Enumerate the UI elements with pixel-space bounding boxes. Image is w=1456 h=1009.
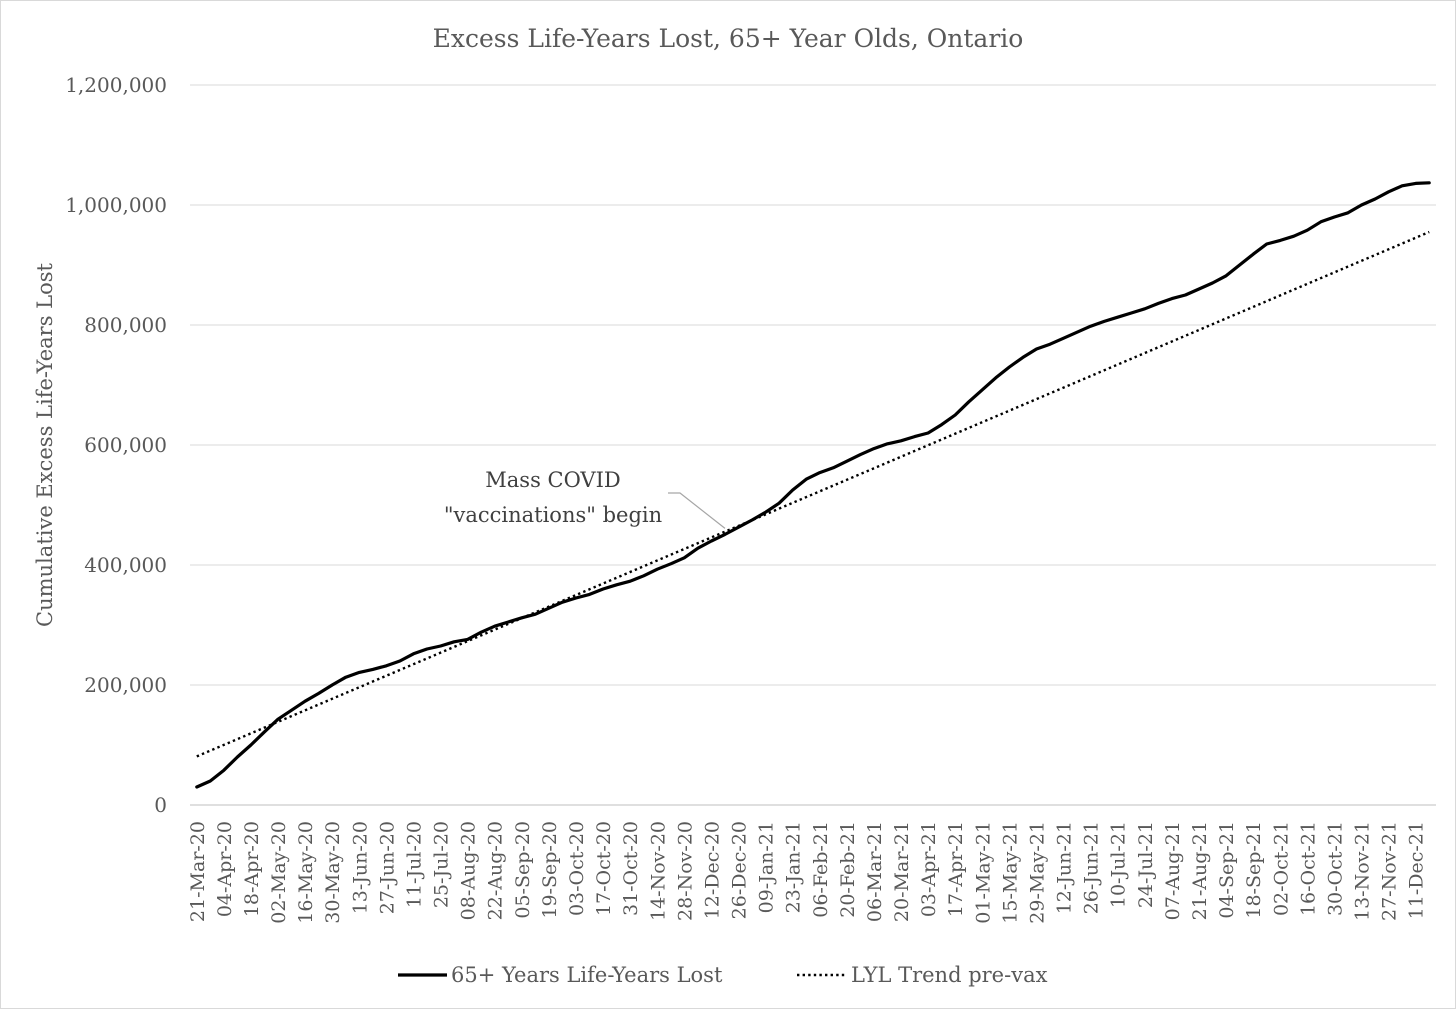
x-tick-label: 06-Feb-21 — [810, 821, 832, 918]
y-axis-tick-labels: 0 200,000 400,000 600,000 800,000 1,000,000 1,… — [65, 73, 167, 817]
x-tick-label: 20-Mar-21 — [891, 821, 913, 922]
y-tick-label: 1,200,000 — [65, 73, 167, 97]
x-tick-label: 02-Oct-21 — [1270, 821, 1292, 916]
x-tick-label: 28-Nov-20 — [674, 821, 696, 921]
legend-label-trend: LYL Trend pre-vax — [851, 963, 1048, 987]
x-tick-label: 13-Nov-21 — [1352, 821, 1374, 921]
x-tick-label: 17-Apr-21 — [945, 821, 967, 917]
vaccination-annotation: Mass COVID "vaccinations" begin — [444, 468, 726, 529]
annotation-text-line: "vaccinations" begin — [444, 503, 662, 527]
x-tick-label: 30-May-20 — [322, 821, 344, 924]
x-tick-label: 22-Aug-20 — [485, 821, 507, 920]
x-tick-label: 27-Jun-20 — [376, 821, 398, 914]
x-tick-label: 07-Aug-21 — [1162, 821, 1184, 920]
chart-title: Excess Life-Years Lost, 65+ Year Olds, O… — [433, 24, 1024, 53]
x-tick-label: 11-Dec-21 — [1406, 821, 1428, 919]
x-tick-label: 14-Nov-20 — [647, 821, 669, 921]
x-tick-label: 26-Dec-20 — [729, 821, 751, 919]
x-tick-label: 05-Sep-20 — [512, 821, 534, 919]
legend: 65+ Years Life-Years Lost LYL Trend pre-v… — [398, 963, 1048, 987]
x-tick-label: 25-Jul-20 — [431, 821, 453, 908]
x-tick-label: 21-Aug-21 — [1189, 821, 1211, 920]
x-tick-label: 30-Oct-21 — [1324, 821, 1346, 916]
annotation-leader-line — [668, 492, 726, 529]
x-tick-label: 31-Oct-20 — [620, 821, 642, 916]
series-lines — [195, 181, 1431, 789]
x-tick-label: 26-Jun-21 — [1081, 821, 1103, 914]
x-tick-label: 10-Jul-21 — [1108, 821, 1130, 908]
x-tick-label: 15-May-21 — [999, 821, 1021, 924]
x-tick-label: 21-Mar-20 — [187, 821, 209, 922]
series-line-65plus — [195, 181, 1431, 789]
x-tick-label: 12-Dec-20 — [701, 821, 723, 919]
x-tick-label: 18-Apr-20 — [241, 821, 263, 917]
gridlines — [190, 84, 1436, 806]
y-axis-title: Cumulative Excess Life-Years Lost — [33, 262, 57, 626]
x-tick-label: 02-May-20 — [268, 821, 290, 924]
x-tick-label: 04-Apr-20 — [214, 821, 236, 917]
x-tick-label: 18-Sep-21 — [1243, 821, 1265, 919]
x-tick-label: 23-Jan-21 — [783, 821, 805, 913]
y-tick-label: 400,000 — [84, 553, 167, 577]
y-tick-label: 800,000 — [84, 313, 167, 337]
x-tick-label: 19-Sep-20 — [539, 821, 561, 919]
x-tick-label: 08-Aug-20 — [458, 821, 480, 920]
x-axis-tick-labels: 21-Mar-20 04-Apr-20 18-Apr-20 02-May-20 16-M… — [187, 821, 1428, 924]
x-tick-label: 27-Nov-21 — [1379, 821, 1401, 921]
x-tick-label: 03-Apr-21 — [918, 821, 940, 917]
x-tick-label: 06-Mar-21 — [864, 821, 886, 922]
y-tick-label: 600,000 — [84, 433, 167, 457]
x-tick-label: 17-Oct-20 — [593, 821, 615, 916]
x-tick-label: 04-Sep-21 — [1216, 821, 1238, 919]
annotation-text-line: Mass COVID — [485, 468, 620, 492]
series-line-trend — [196, 230, 1430, 758]
x-tick-label: 13-Jun-20 — [349, 821, 371, 914]
x-tick-label: 29-May-21 — [1026, 821, 1048, 924]
x-tick-label: 16-Oct-21 — [1297, 821, 1319, 916]
x-tick-label: 24-Jul-21 — [1135, 821, 1157, 908]
x-tick-label: 09-Jan-21 — [756, 821, 778, 913]
x-tick-label: 11-Jul-20 — [403, 821, 425, 908]
x-tick-label: 16-May-20 — [295, 821, 317, 924]
y-tick-label: 0 — [154, 793, 167, 817]
y-tick-label: 200,000 — [84, 673, 167, 697]
legend-label-65plus: 65+ Years Life-Years Lost — [451, 963, 723, 987]
x-tick-label: 03-Oct-20 — [566, 821, 588, 916]
y-tick-label: 1,000,000 — [65, 193, 167, 217]
x-tick-label: 01-May-21 — [972, 821, 994, 924]
x-tick-label: 20-Feb-21 — [837, 821, 859, 918]
x-tick-label: 12-Jun-21 — [1054, 821, 1076, 914]
